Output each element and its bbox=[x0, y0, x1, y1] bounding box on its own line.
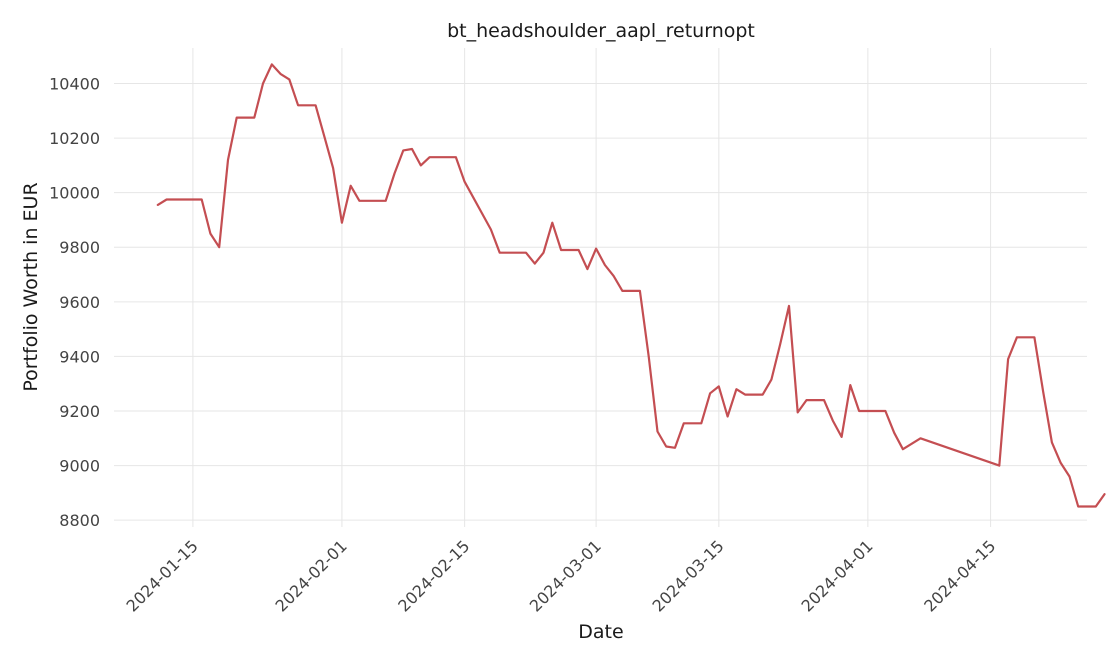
y-tick-label: 10000 bbox=[49, 184, 100, 203]
y-tick-label: 9600 bbox=[59, 293, 100, 312]
y-tick-label: 9200 bbox=[59, 402, 100, 421]
y-tick-label: 10400 bbox=[49, 74, 100, 93]
y-tick-label: 9000 bbox=[59, 457, 100, 476]
series-line bbox=[156, 63, 1106, 508]
y-tick-label: 8800 bbox=[59, 511, 100, 530]
y-axis-label: Portfolio Worth in EUR bbox=[20, 182, 42, 391]
x-axis-label: Date bbox=[578, 621, 623, 643]
y-tick-label: 9400 bbox=[59, 347, 100, 366]
grid-lines bbox=[114, 48, 1087, 527]
y-tick-label: 9800 bbox=[59, 238, 100, 257]
y-tick-label: 10200 bbox=[49, 129, 100, 148]
y-axis-ticks: 8800 9000 9200 9400 9600 9800 10000 10200 10400 bbox=[49, 74, 100, 530]
series-lines bbox=[156, 63, 1106, 508]
chart-title: bt_headshoulder_aapl_returnopt bbox=[447, 20, 755, 42]
